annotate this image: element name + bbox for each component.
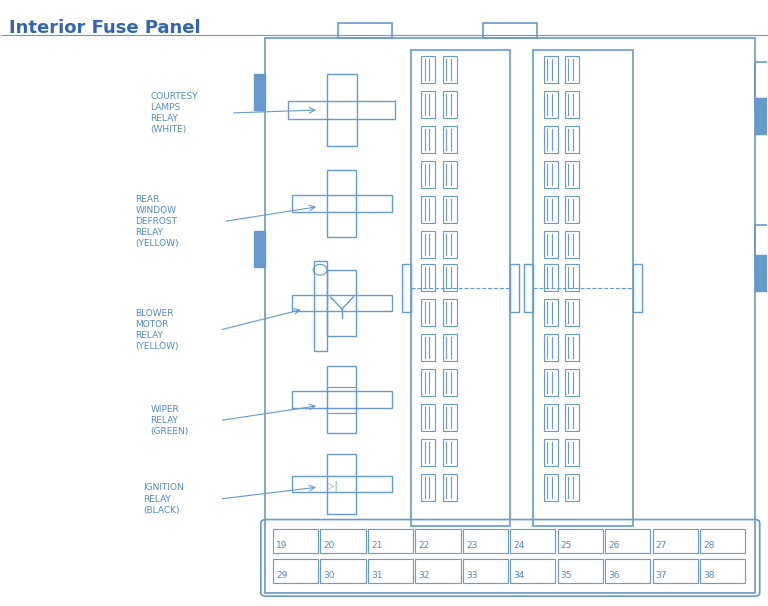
Polygon shape: [254, 231, 266, 267]
Text: 33: 33: [466, 571, 478, 580]
Polygon shape: [755, 255, 766, 291]
Text: 24: 24: [513, 541, 525, 550]
Text: 26: 26: [608, 541, 620, 550]
Text: BLOWER
MOTOR
RELAY
(YELLOW): BLOWER MOTOR RELAY (YELLOW): [135, 309, 179, 351]
Text: 37: 37: [656, 571, 667, 580]
Text: 28: 28: [703, 541, 714, 550]
Text: 20: 20: [323, 541, 335, 550]
Text: 38: 38: [703, 571, 714, 580]
Text: 32: 32: [419, 571, 430, 580]
Polygon shape: [254, 74, 266, 110]
Text: 31: 31: [371, 571, 382, 580]
Polygon shape: [755, 98, 766, 134]
Text: Interior Fuse Panel: Interior Fuse Panel: [9, 19, 200, 38]
Text: 36: 36: [608, 571, 620, 580]
Text: 21: 21: [371, 541, 382, 550]
Text: 19: 19: [276, 541, 287, 550]
Text: COURTESY
LAMPS
RELAY
(WHITE): COURTESY LAMPS RELAY (WHITE): [151, 92, 198, 134]
Text: ▷|: ▷|: [327, 481, 338, 491]
Text: 30: 30: [323, 571, 335, 580]
Text: IGNITION
RELAY
(BLACK): IGNITION RELAY (BLACK): [143, 484, 184, 514]
Text: 29: 29: [276, 571, 287, 580]
Text: 34: 34: [513, 571, 525, 580]
Text: 27: 27: [656, 541, 667, 550]
Text: 25: 25: [561, 541, 572, 550]
Text: WIPER
RELAY
(GREEN): WIPER RELAY (GREEN): [151, 405, 189, 436]
Text: 35: 35: [561, 571, 572, 580]
Text: 23: 23: [466, 541, 477, 550]
Text: 22: 22: [419, 541, 429, 550]
Text: REAR
WINDOW
DEFROST
RELAY
(YELLOW): REAR WINDOW DEFROST RELAY (YELLOW): [135, 195, 179, 248]
